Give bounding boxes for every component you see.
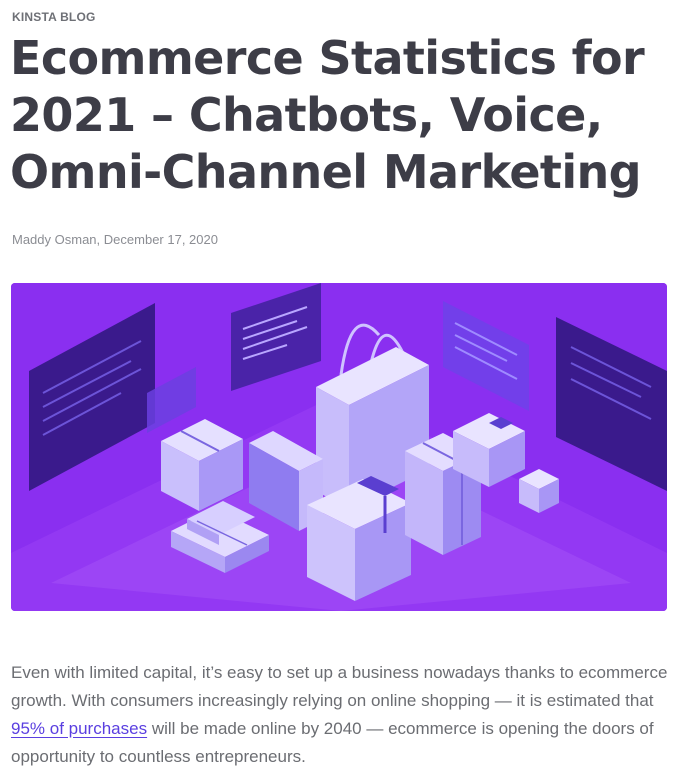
panel-right-mid bbox=[443, 301, 529, 411]
article-byline: Maddy Osman, December 17, 2020 bbox=[12, 232, 218, 247]
publish-date: December 17, 2020 bbox=[103, 232, 218, 247]
author-name[interactable]: Maddy Osman bbox=[12, 232, 97, 247]
box-small-right bbox=[519, 469, 559, 513]
panel-left-small bbox=[147, 367, 196, 433]
hero-illustration bbox=[11, 283, 667, 611]
panel-top bbox=[231, 283, 321, 391]
intro-text-before-link: Even with limited capital, it’s easy to … bbox=[11, 663, 668, 710]
article-intro: Even with limited capital, it’s easy to … bbox=[11, 659, 671, 771]
panel-right bbox=[556, 317, 667, 491]
parcel-stack bbox=[171, 501, 269, 573]
article-title: Ecommerce Statistics for 2021 – Chatbots… bbox=[10, 31, 645, 199]
byline-separator: , bbox=[96, 232, 104, 247]
purchases-stat-link[interactable]: 95% of purchases bbox=[11, 719, 148, 738]
panel-left bbox=[29, 303, 155, 491]
box-right bbox=[453, 413, 525, 487]
box-tall bbox=[405, 433, 481, 555]
intro-text-after-link: will be made online by 2040 — ecommerce … bbox=[11, 719, 654, 766]
box-center bbox=[307, 476, 411, 601]
blog-kicker[interactable]: KINSTA BLOG bbox=[12, 10, 96, 24]
box-left bbox=[161, 419, 243, 511]
